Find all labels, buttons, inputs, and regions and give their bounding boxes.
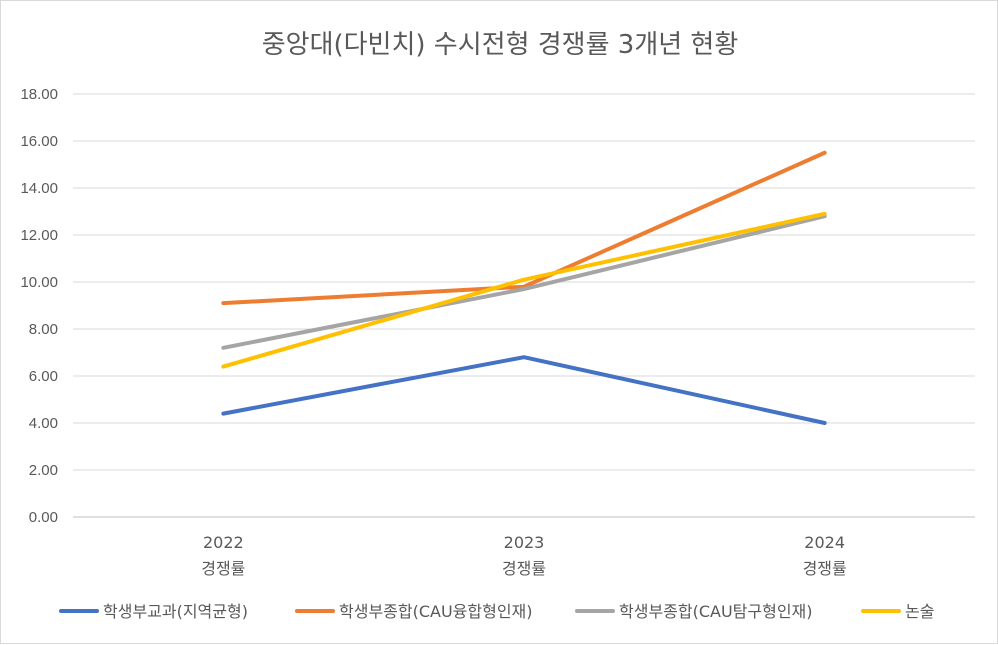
y-tick-label: 8.00	[29, 321, 58, 338]
series-line-2	[221, 150, 827, 306]
y-tick-label: 4.00	[29, 415, 58, 432]
x-category-label: 경쟁률	[803, 559, 847, 578]
y-tick-label: 14.00	[20, 180, 58, 197]
x-category-label: 경쟁률	[201, 559, 245, 578]
y-tick-label: 6.00	[29, 368, 58, 385]
x-axis-categories: 2022 경쟁률 2023 경쟁률 2024 경쟁률	[201, 533, 847, 578]
series-line-3	[221, 214, 827, 350]
y-axis-ticks: 0.00 2.00 4.00 6.00 8.00 10.00 12.00 14.00 16.00…	[20, 86, 58, 526]
y-tick-label: 18.00	[20, 86, 58, 103]
series-line-4	[221, 211, 827, 369]
y-tick-label: 12.00	[20, 227, 58, 244]
y-tick-label: 2.00	[29, 462, 58, 479]
chart-title: 중앙대(다빈치) 수시전형 경쟁률 3개년 현황	[262, 30, 739, 60]
legend-label: 학생부종합(CAU탐구형인재)	[619, 602, 813, 621]
y-tick-label: 10.00	[20, 274, 58, 291]
x-category-year: 2023	[504, 533, 545, 552]
gridlines	[73, 93, 975, 518]
legend-label: 학생부교과(지역균형)	[103, 602, 248, 621]
x-category-year: 2022	[203, 533, 244, 552]
x-category-label: 경쟁률	[502, 559, 546, 578]
series-line-1	[221, 355, 827, 425]
legend-label: 학생부종합(CAU융합형인재)	[339, 602, 533, 621]
legend: 학생부교과(지역균형) 학생부종합(CAU융합형인재) 학생부종합(CAU탐구형인재…	[59, 602, 934, 621]
y-tick-label: 16.00	[20, 133, 58, 150]
series-lines	[221, 150, 827, 425]
x-category-year: 2024	[804, 533, 845, 552]
y-tick-label: 0.00	[29, 509, 58, 526]
legend-label: 논술	[905, 602, 934, 621]
